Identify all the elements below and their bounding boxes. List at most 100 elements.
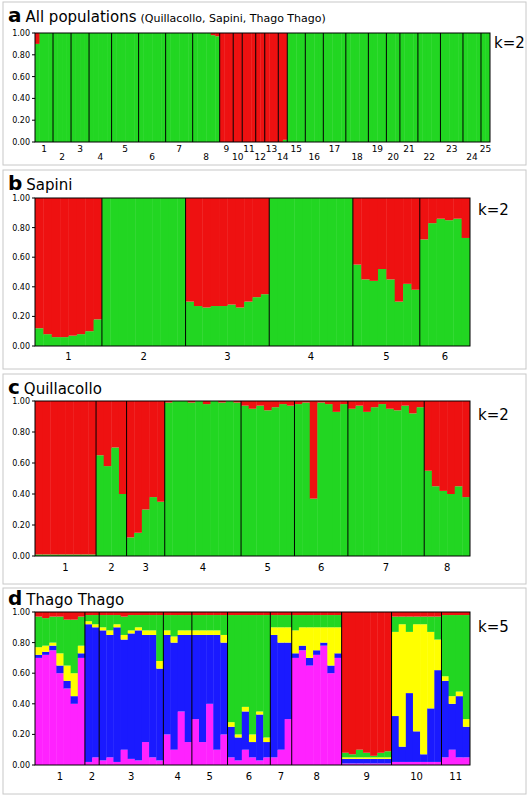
x-tick-label: 8 [313,771,319,782]
panel-frame [3,374,526,584]
group-separator [111,33,112,142]
bar-segment [335,658,343,765]
x-tick-label: 7 [176,144,182,154]
bar-segment [427,617,435,632]
x-tick-label: 6 [149,152,155,162]
bar-segment [428,198,437,223]
x-tick-label: 3 [128,771,134,782]
bar-segment [156,669,164,761]
bar-segment [333,412,341,556]
bar-segment [149,630,157,635]
bar-segment [306,627,314,658]
group-separator [96,401,97,556]
bar-segment [401,401,409,406]
bar-segment [356,757,364,759]
bar-segment [285,627,293,642]
bar-segment [92,627,100,757]
bar-segment [456,692,464,697]
bar-segment [333,401,341,412]
bar-segment [242,615,250,707]
bar-segment [427,612,435,617]
title: Quillacollo [24,380,102,398]
y-tick [32,525,35,526]
bar-segment [377,33,382,142]
bar-segment [413,624,421,731]
bar-segment [113,627,121,762]
bar-segment [213,630,221,635]
x-tick-label: 6 [442,351,448,362]
bar-segment [35,647,43,655]
bar-segment [172,401,180,556]
bar-segment [285,643,293,720]
group-separator [255,33,256,142]
bar-segment [363,757,371,759]
bar-segment [328,198,337,346]
bar-segment [384,751,392,757]
bar-segment [227,305,236,346]
x-tick-label: 19 [372,144,384,154]
y-tick [32,765,35,766]
y-tick [32,494,35,495]
bar-segment [317,403,325,556]
y-tick-label: 0.20 [12,116,30,125]
x-tick-label: 10 [410,771,423,782]
bar-segment [269,198,278,346]
y-tick [32,76,35,77]
bar-segment [85,33,90,142]
bar-segment [211,401,219,556]
bar-segment [463,727,470,758]
y-tick [32,227,35,228]
title: Sapini [26,176,72,194]
annotation: k=2 [478,201,509,219]
group-separator [164,401,165,556]
bar-segment [192,635,200,719]
bar-segment [177,198,186,346]
plot-frame [35,198,470,346]
bar-segment [211,35,216,142]
bar-segment [121,33,126,142]
bar-segment [462,497,470,556]
bar-segment [107,33,112,142]
bar-segment [169,198,178,346]
bar-segment [135,615,143,627]
y-tick [32,286,35,287]
x-tick-label: 6 [246,771,252,782]
bar-segment [406,693,414,762]
group-separator [191,612,192,765]
bar-segment [311,198,320,346]
bar-segment [431,33,436,142]
bar-segment [92,624,100,627]
bar-segment [327,666,335,674]
group-separator [323,33,324,142]
group-separator [192,33,193,142]
bar-segment [272,407,280,556]
bar-segment [178,635,186,712]
group-separator [287,33,288,142]
bar-segment [449,615,457,696]
bar-segment [156,760,164,765]
bar-segment [113,615,121,624]
bar-segment [485,33,490,142]
bar-segment [85,621,93,624]
bar-segment [335,627,343,653]
bar-segment [199,615,207,630]
group-separator [352,198,353,346]
bar-segment [35,198,44,328]
subtitle: (Quillacollo, Sapini, Thago Thago) [141,12,326,25]
group-separator [163,612,164,765]
bar-segment [43,198,52,334]
bar-segment [325,404,333,556]
bar-segment [427,632,435,709]
y-tick [32,120,35,121]
bar-segment [247,33,252,142]
bar-segment [411,198,420,290]
bar-segment [434,670,442,762]
bar-segment [449,33,454,142]
bar-segment [445,33,450,142]
bar-segment [306,615,314,627]
bar-segment [156,661,164,669]
bar-segment [371,407,379,556]
bar-segment [386,279,395,346]
bar-segment [265,33,270,142]
bar-segment [220,615,228,635]
